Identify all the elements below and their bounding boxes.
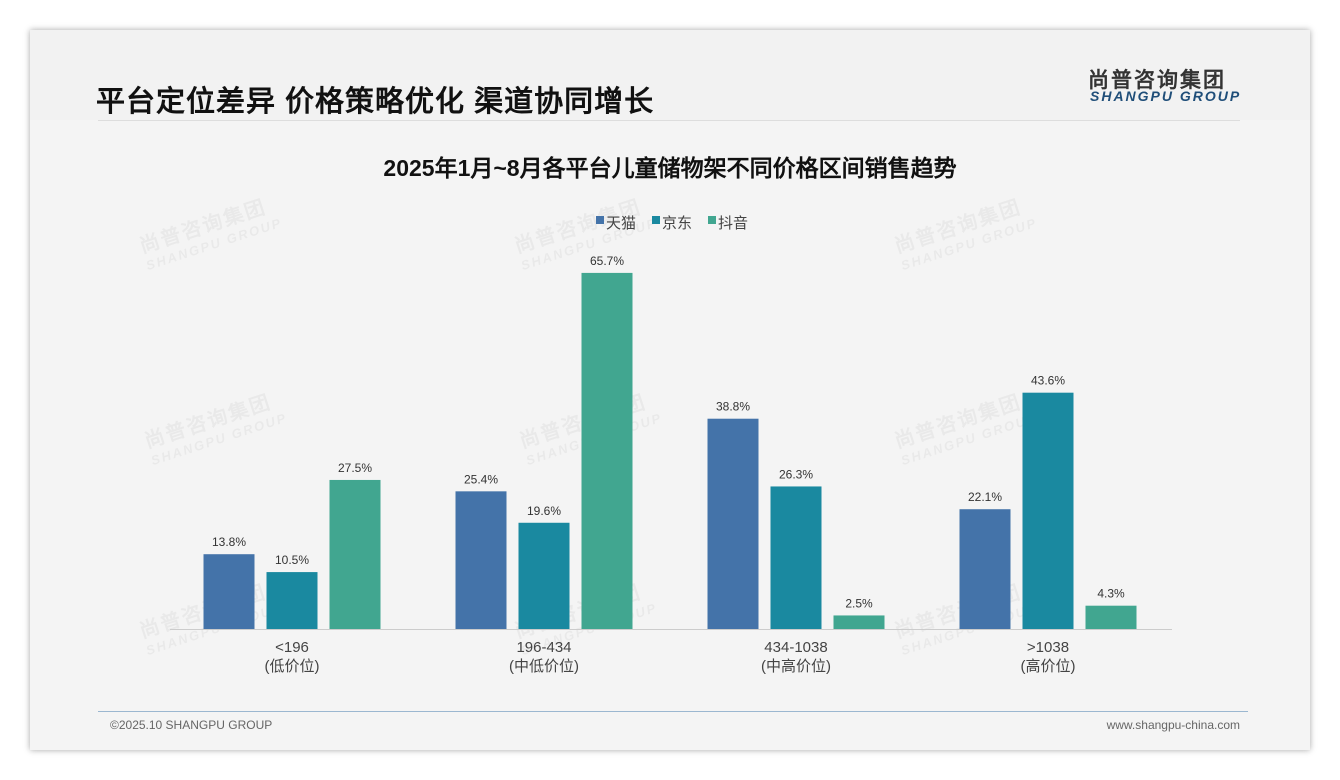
legend-swatch: [708, 216, 716, 224]
legend-label: 天猫: [606, 215, 636, 232]
x-tick-label: <196: [275, 639, 309, 656]
x-tick-label: 196-434: [516, 639, 571, 656]
data-label: 4.3%: [1097, 587, 1125, 601]
header: [30, 30, 1310, 120]
logo-en: SHANGPU GROUP: [1090, 88, 1242, 104]
bar-京东: [266, 572, 318, 629]
legend-label: 京东: [662, 215, 692, 232]
legend-swatch: [596, 216, 604, 224]
data-label: 19.6%: [527, 504, 561, 518]
website: www.shangpu-china.com: [1106, 718, 1240, 732]
x-tick-sublabel: (中高价位): [761, 658, 831, 675]
x-tick-label: 434-1038: [764, 639, 827, 656]
header-divider: [98, 120, 1240, 121]
data-label: 13.8%: [212, 535, 246, 549]
bar-京东: [770, 486, 822, 629]
logo-cn: 尚普咨询集团: [1088, 69, 1226, 92]
data-label: 25.4%: [464, 472, 498, 486]
bar-抖音: [581, 272, 633, 629]
bar-抖音: [329, 479, 381, 629]
data-label: 43.6%: [1031, 374, 1065, 388]
bar-京东: [1022, 392, 1074, 629]
data-label: 65.7%: [590, 254, 624, 268]
page-title: 平台定位差异 价格策略优化 渠道协同增长: [96, 86, 655, 118]
legend-swatch: [652, 216, 660, 224]
bar-天猫: [959, 509, 1011, 629]
data-label: 2.5%: [845, 596, 873, 610]
bar-天猫: [203, 554, 255, 629]
bar-天猫: [707, 418, 759, 629]
bar-抖音: [1085, 605, 1137, 629]
bar-抖音: [833, 615, 885, 629]
x-tick-sublabel: (中低价位): [509, 658, 579, 675]
copyright: ©2025.10 SHANGPU GROUP: [110, 718, 273, 732]
x-tick-label: >1038: [1027, 639, 1069, 656]
data-label: 10.5%: [275, 553, 309, 567]
data-label: 38.8%: [716, 400, 750, 414]
bar-天猫: [455, 491, 507, 629]
data-label: 22.1%: [968, 490, 1002, 504]
bar-京东: [518, 522, 570, 629]
footer-divider: [98, 711, 1248, 712]
data-label: 26.3%: [779, 467, 813, 481]
x-tick-sublabel: (低价位): [265, 658, 320, 675]
data-label: 27.5%: [338, 461, 372, 475]
legend-label: 抖音: [718, 215, 748, 232]
x-tick-sublabel: (高价位): [1021, 658, 1076, 675]
chart-title: 2025年1月~8月各平台儿童储物架不同价格区间销售趋势: [383, 155, 956, 181]
